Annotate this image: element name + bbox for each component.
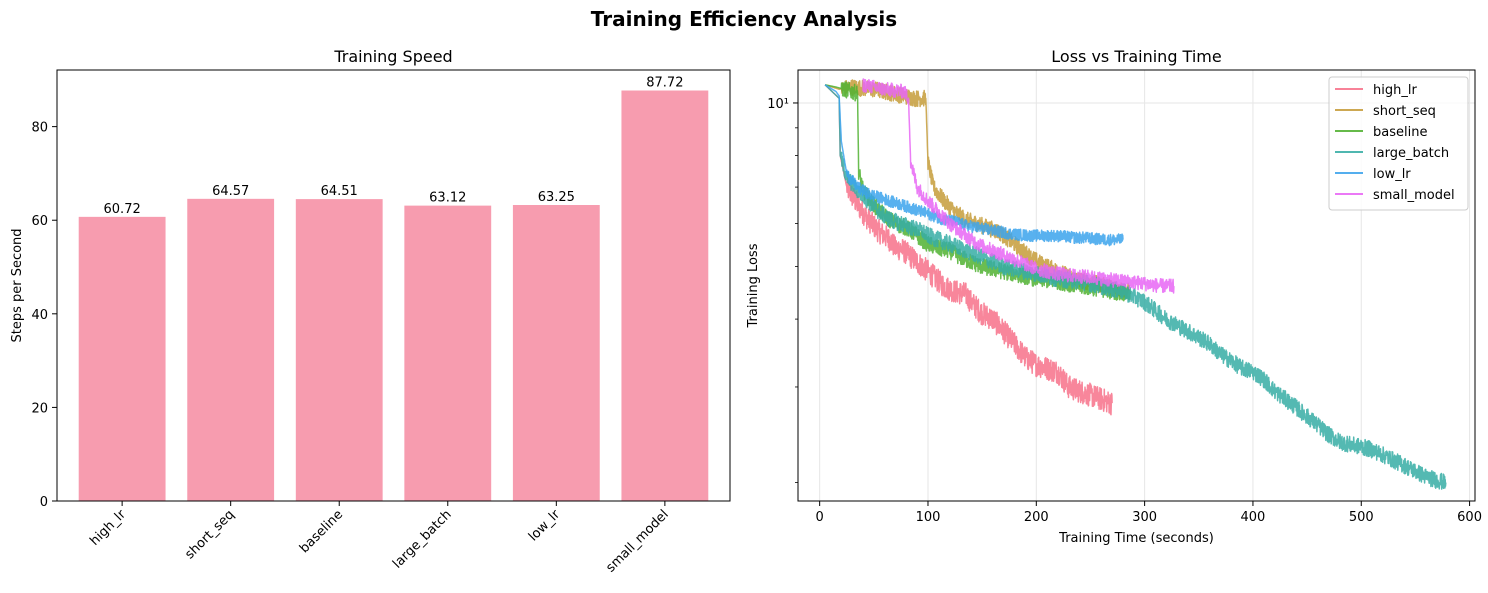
line-chart-y-axis-label: Training Loss [746,243,761,328]
bar-chart-title: Training Speed [333,47,452,66]
line-series-low_lr [824,84,1124,247]
line-chart-frame [797,69,1476,502]
bar-value-label-baseline: 64.51 [321,184,358,199]
legend-label-large_batch: large_batch [1373,146,1449,161]
bar-x-tick-label-baseline: baseline [297,507,346,556]
line-x-tick-label: 0 [816,510,824,525]
bar-chart-y-ticks: 0 20 40 60 80 [31,121,57,510]
line-x-tick-label: 600 [1457,510,1482,525]
line-chart-title: Loss vs Training Time [1051,47,1221,66]
line-chart-y-ticks: 10¹ [767,97,798,484]
line-series-small_model [862,78,1175,294]
line-chart-legend: high_lr short_seq baseline large_batch low_l… [1328,76,1469,211]
bar-small_model [621,90,709,501]
legend-label-short_seq: short_seq [1373,104,1436,119]
bar-y-tick-label: 20 [31,401,48,416]
figure-title: Training Efficiency Analysis [591,7,897,31]
line-series-baseline [824,81,1132,302]
bar-x-tick-label-short_seq: short_seq [182,507,237,562]
line-chart-x-axis-label: Training Time (seconds) [1058,531,1214,546]
bar-chart-y-axis-label: Steps per Second [10,228,25,342]
bar-x-tick-label-low_lr: low_lr [526,507,564,545]
line-x-tick-label: 400 [1241,510,1266,525]
bar-y-tick-label: 40 [31,308,48,323]
bar-x-tick-label-large_batch: large_batch [390,507,454,571]
bar-y-tick-label: 80 [31,121,48,136]
bar-value-label-small_model: 87.72 [646,75,683,90]
line-series-large_batch [824,84,1447,490]
line-chart-panel: Loss vs Training Time 0 100 200 300 400 500 60… [746,47,1482,546]
bar-large_batch [404,205,492,501]
line-x-tick-label: 100 [916,510,941,525]
legend-label-small_model: small_model [1373,188,1455,203]
line-x-tick-label: 200 [1024,510,1049,525]
bar-value-label-short_seq: 64.57 [212,184,249,199]
legend-box [1328,76,1469,211]
bar-low_lr [512,205,600,502]
legend-label-low_lr: low_lr [1373,167,1411,182]
line-series-high_lr [824,84,1113,416]
bar-x-tick-label-high_lr: high_lr [87,507,129,549]
bar-chart-panel: Training Speed 60.72 64.57 64.51 63.12 63.25… [10,47,731,576]
line-x-tick-label: 300 [1132,510,1157,525]
bar-chart-marks: 60.72 64.57 64.51 63.12 63.25 87.72 [78,75,709,502]
line-chart-marks [824,78,1447,490]
bar-value-label-high_lr: 60.72 [104,202,141,217]
bar-y-tick-label: 0 [40,495,48,510]
line-y-tick-label: 10¹ [767,97,789,112]
legend-label-baseline: baseline [1373,125,1427,140]
line-chart-x-ticks: 0 100 200 300 400 500 600 [816,501,1482,525]
bar-x-tick-label-small_model: small_model [603,507,671,575]
bar-value-label-large_batch: 63.12 [429,191,466,206]
bar-baseline [295,199,383,502]
bar-value-label-low_lr: 63.25 [538,190,575,205]
bar-y-tick-label: 60 [31,214,48,229]
legend-label-high_lr: high_lr [1373,83,1417,98]
bar-chart-x-ticks: high_lr short_seq baseline large_batch low_l… [87,501,672,576]
line-x-tick-label: 500 [1349,510,1374,525]
bar-short_seq [187,198,275,501]
bar-chart-frame [56,69,731,502]
bar-high_lr [78,216,166,501]
